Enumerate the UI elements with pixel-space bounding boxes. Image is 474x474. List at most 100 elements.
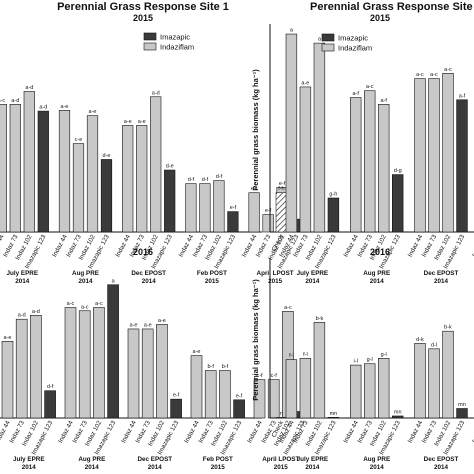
bar-indaziflam <box>349 364 362 419</box>
significance-letter: a-c <box>95 301 103 307</box>
bar-indaziflam <box>199 183 211 233</box>
group-label: Dec EPOST <box>424 456 459 463</box>
group-year: 2014 <box>22 464 37 471</box>
bar-indaziflam <box>204 370 217 419</box>
group-label: July EPRE <box>297 270 329 277</box>
significance-letter: a-d <box>11 98 19 104</box>
figure-title: Perennial Grass Response Site 1 <box>57 1 229 13</box>
significance-letter: e-f <box>236 393 243 399</box>
bar-indaziflam <box>428 348 440 419</box>
significance-letter: a-c <box>366 84 374 90</box>
y-axis-label: Perennial grass biomass (kg ha⁻¹) <box>251 69 260 191</box>
group-label: July EPRE <box>7 270 39 277</box>
group-year: 2014 <box>370 278 385 285</box>
bar-indaziflam <box>78 310 91 419</box>
significance-letter: d-e <box>103 153 111 159</box>
bar-imazapic <box>170 398 182 419</box>
bar-indaziflam <box>248 192 260 233</box>
bar-indaziflam <box>190 355 203 419</box>
bar-indaziflam <box>72 143 85 233</box>
significance-letter: c-f <box>256 373 263 379</box>
group-label: April LPOST <box>257 270 294 277</box>
bar-indaziflam <box>150 96 162 233</box>
significance-letter: e-f <box>251 186 258 192</box>
group-label: Aug PRE <box>72 270 99 277</box>
significance-letter: a-e <box>144 322 152 328</box>
group-year: 2014 <box>148 464 163 471</box>
bar-indaziflam <box>442 73 454 233</box>
legend-label-imazapic: Imazapic <box>338 34 368 43</box>
significance-letter: d-f <box>47 384 54 390</box>
bar-check <box>275 192 288 233</box>
bar-indaziflam <box>141 328 154 419</box>
significance-letter-check: n <box>280 411 283 417</box>
bar-indaziflam <box>136 125 148 233</box>
bar-indaziflam <box>213 180 225 233</box>
bar-indaziflam <box>30 314 42 419</box>
significance-letter: g-l <box>367 357 373 363</box>
significance-letter: e-f <box>230 205 237 211</box>
significance-letter: a-d <box>152 90 160 96</box>
bar-indaziflam <box>156 324 168 419</box>
significance-letter: g-l <box>381 352 387 358</box>
bar-imazapic <box>100 159 113 233</box>
bar-indaziflam <box>428 78 440 233</box>
bar-indaziflam <box>313 322 326 419</box>
significance-letter: a <box>318 37 322 43</box>
legend-swatch-indaziflam <box>321 43 335 52</box>
significance-letter: a-d <box>39 105 47 111</box>
significance-letter: e-f <box>279 181 286 187</box>
bar-imazapic <box>391 415 404 419</box>
bar-indaziflam <box>23 91 35 233</box>
legend-swatch-imazapic <box>143 32 157 41</box>
significance-letter: e-f <box>265 208 272 214</box>
group-year: 2014 <box>434 464 449 471</box>
group-label: Aug PRE <box>363 270 390 277</box>
legend-label-indaziflam: Indaziflam <box>338 44 372 53</box>
group-year: 2014 <box>78 278 93 285</box>
chart-title: 2016 <box>133 247 153 257</box>
figure-title-right: Perennial Grass Response Site <box>310 1 473 13</box>
bar-indaziflam <box>86 115 99 233</box>
bar-indaziflam <box>127 328 140 419</box>
significance-letter: mn <box>394 409 402 415</box>
bar-indaziflam <box>219 370 231 419</box>
group-year: 2014 <box>305 464 320 471</box>
group-label: July EPRE <box>13 456 45 463</box>
bar-indaziflam <box>313 42 326 233</box>
legend-label-imazapic: Imazapic <box>160 33 190 42</box>
bar-imazapic <box>327 417 340 419</box>
bar-indaziflam <box>377 104 390 233</box>
bar-imazapic <box>391 174 404 233</box>
bar-indaziflam <box>363 363 376 419</box>
bar-indaziflam <box>262 214 274 233</box>
bar-check <box>275 417 288 419</box>
significance-letter: a-e <box>301 80 309 86</box>
significance-letter: b-f <box>207 364 214 370</box>
group-year: 2014 <box>434 278 449 285</box>
bar-indaziflam <box>285 359 298 419</box>
significance-letter: a-f <box>380 98 387 104</box>
group-label: Dec EPOST <box>137 456 172 463</box>
bar-imazapic <box>227 211 239 233</box>
significance-letter: a-c <box>284 305 292 311</box>
tick-label: Indaz 44 <box>0 419 12 444</box>
significance-letter: f-l <box>289 353 294 359</box>
y-axis-label: Perennial grass biomass (kg ha⁻¹) <box>251 279 260 401</box>
bar-indaziflam <box>9 104 21 233</box>
bar-indaziflam <box>349 97 362 233</box>
significance-letter: a <box>290 28 294 34</box>
significance-letter: f-l <box>303 352 308 358</box>
bar-indaziflam <box>58 110 71 233</box>
significance-letter: c-f <box>271 373 278 379</box>
legend-swatch-indaziflam <box>143 42 157 51</box>
bar-imazapic <box>233 399 245 419</box>
group-year: 2014 <box>85 464 100 471</box>
group-label: Aug PRE <box>78 456 105 463</box>
bar-indaziflam <box>299 358 312 419</box>
significance-letter: d-f <box>188 177 195 183</box>
significance-letter: a-d <box>18 313 26 319</box>
significance-letter: d-g <box>394 168 402 174</box>
